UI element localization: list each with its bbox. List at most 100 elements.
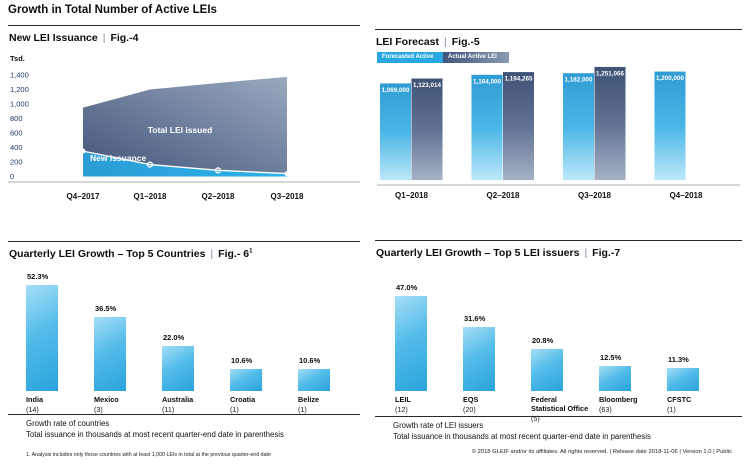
fig6-category-name: Mexico [94, 395, 119, 404]
fig6-category-name: Australia [162, 395, 194, 404]
fig7-category-count: (12) [395, 405, 408, 415]
fig7-fig-label: Fig.-7 [592, 247, 621, 259]
copyright-line: © 2018 GLEIF and/or its affiliates. All … [471, 449, 732, 455]
fig4-unit-label: Tsd. [10, 54, 25, 63]
fig7-category: EQS (20) [463, 395, 543, 414]
fig6-value-label: 52.3% [27, 271, 49, 281]
fig5-fig-label: Fig.-5 [451, 36, 480, 48]
fig6-category: Croatia (1) [230, 395, 310, 414]
fig6-value-label: 10.6% [231, 356, 253, 366]
fig7-bar [463, 326, 495, 391]
fig6-category-name: Croatia [230, 395, 256, 404]
fig7-category-name: EQS [463, 395, 479, 404]
fig7-bar [395, 295, 427, 391]
fig4-y-tick: 600 [10, 129, 23, 138]
fig4-area-chart: 0 200 400 600 800 1,000 1,200 1,400 Total LEI is… [8, 71, 360, 201]
fig6-bar [230, 369, 262, 391]
fig4-data-marker [146, 161, 154, 168]
panel-fig7: Quarterly LEI Growth – Top 5 LEI issuers… [375, 240, 742, 470]
fig7-category-count: (63) [599, 405, 612, 415]
fig6-category-name: Belize [298, 395, 320, 404]
fig4-x-tick: Q4–2017 [67, 192, 100, 201]
fig6-category-name: India [26, 395, 44, 404]
fig4-title-separator: | [102, 32, 106, 44]
fig6-value-label: 10.6% [299, 356, 321, 366]
fig4-data-marker [284, 171, 290, 177]
fig5-bar-forecasted [471, 74, 503, 180]
fig5-bar-value-actual: 1,194,265 [504, 76, 533, 83]
fig6-value-label: 22.0% [163, 333, 185, 343]
fig4-y-tick: 200 [10, 158, 23, 167]
fig7-category: Bloomberg (63) [599, 395, 679, 414]
fig5-bar-value-forecasted: 1,069,000 [381, 87, 410, 94]
fig4-y-tick: 800 [10, 114, 23, 123]
fig7-bar [667, 368, 699, 391]
fig7-title: Quarterly LEI Growth – Top 5 LEI issuers… [376, 247, 620, 259]
fig4-title: New LEI Issuance | Fig.-4 [9, 32, 138, 44]
fig7-category: CFSTC (1) [667, 395, 747, 414]
fig4-x-tick: Q3–2018 [271, 192, 304, 201]
fig6-bar [162, 346, 194, 391]
fig5-legend: Forecasted Active LEI Actual Active LEI [377, 52, 509, 71]
fig6-category-count: (1) [230, 405, 239, 415]
fig7-value-label: 20.8% [532, 335, 554, 345]
fig5-bar-value-forecasted: 1,200,000 [656, 75, 685, 82]
fig4-data-marker [214, 167, 222, 174]
fig6-note-1: Growth rate of countries [26, 419, 110, 428]
fig6-footnote-marker: 1 [249, 248, 253, 255]
fig6-category: Australia (11) [162, 395, 242, 414]
panel-fig4: New LEI Issuance | Fig.-4 Tsd. 0 200 400 600 8… [8, 25, 360, 238]
panel-fig6: Quarterly LEI Growth – Top 5 Countries | F… [8, 241, 360, 470]
fig5-title: LEI Forecast | Fig.-5 [376, 36, 480, 48]
fig6-value-label: 36.5% [95, 303, 117, 313]
fig5-bar-actual [594, 66, 626, 180]
fig7-category-count: (1) [667, 405, 676, 415]
fig5-bar-forecasted [654, 71, 686, 180]
fig6-category: Belize (1) [298, 395, 378, 414]
fig6-category-count: (1) [298, 405, 307, 415]
fig7-note-2: Total issuance in thousands at most rece… [393, 432, 651, 441]
fig7-category: LEIL (12) [395, 395, 475, 414]
fig4-y-tick: 1,200 [10, 85, 29, 94]
fig5-bar-value-actual: 1,251,066 [596, 70, 625, 77]
fig7-category-count: (5) [531, 414, 540, 424]
fig5-x-tick: Q4–2018 [670, 191, 703, 200]
fig4-y-tick: 1,400 [10, 71, 29, 80]
fig6-title-separator: | [210, 248, 214, 260]
fig6-bar [94, 316, 126, 391]
fig7-bar [599, 365, 631, 391]
fig4-data-marker [80, 148, 86, 154]
fig7-value-label: 47.0% [396, 282, 418, 292]
fig5-x-tick: Q3–2018 [578, 191, 611, 200]
fig6-category-count: (3) [94, 405, 103, 415]
fig7-value-label: 31.6% [464, 313, 486, 323]
page-title: Growth in Total Number of Active LEIs [8, 4, 217, 16]
fig4-title-text: New LEI Issuance [9, 32, 98, 44]
fig7-category-count: (20) [463, 405, 476, 415]
fig5-x-tick: Q1–2018 [395, 191, 428, 200]
fig5-bar-actual [503, 72, 534, 180]
fig5-bar-value-actual: 1,123,014 [413, 82, 442, 89]
legend-key-forecasted-active-lei: Forecasted Active LEI [377, 52, 443, 71]
fig7-category: Federal Statistical Office (5) [531, 395, 611, 423]
fig7-title-separator: | [584, 247, 588, 259]
fig6-bar [298, 369, 330, 391]
fig7-category-name: Federal Statistical Office [531, 395, 589, 414]
fig4-area-new-issuance [83, 151, 287, 177]
fig7-category-name: CFSTC [667, 395, 692, 404]
fig6-title-text: Quarterly LEI Growth – Top 5 Countries [9, 248, 206, 260]
fig6-category: India (14) [26, 395, 106, 414]
fig4-y-tick: 0 [10, 172, 14, 181]
fig6-bar [26, 284, 58, 391]
fig5-bar-actual [411, 78, 443, 180]
fig5-bar-forecasted [563, 73, 594, 180]
fig5-bar-forecasted [380, 83, 411, 180]
fig6-note-2: Total issuance in thousands at most rece… [26, 430, 284, 439]
fig4-y-tick: 400 [10, 143, 23, 152]
fig6-title: Quarterly LEI Growth – Top 5 Countries | F… [9, 248, 252, 260]
fig6-category-count: (14) [26, 405, 39, 415]
fig4-x-tick: Q2–2018 [202, 192, 235, 201]
legend-key-actual-active-lei: Actual Active LEI [443, 52, 509, 63]
